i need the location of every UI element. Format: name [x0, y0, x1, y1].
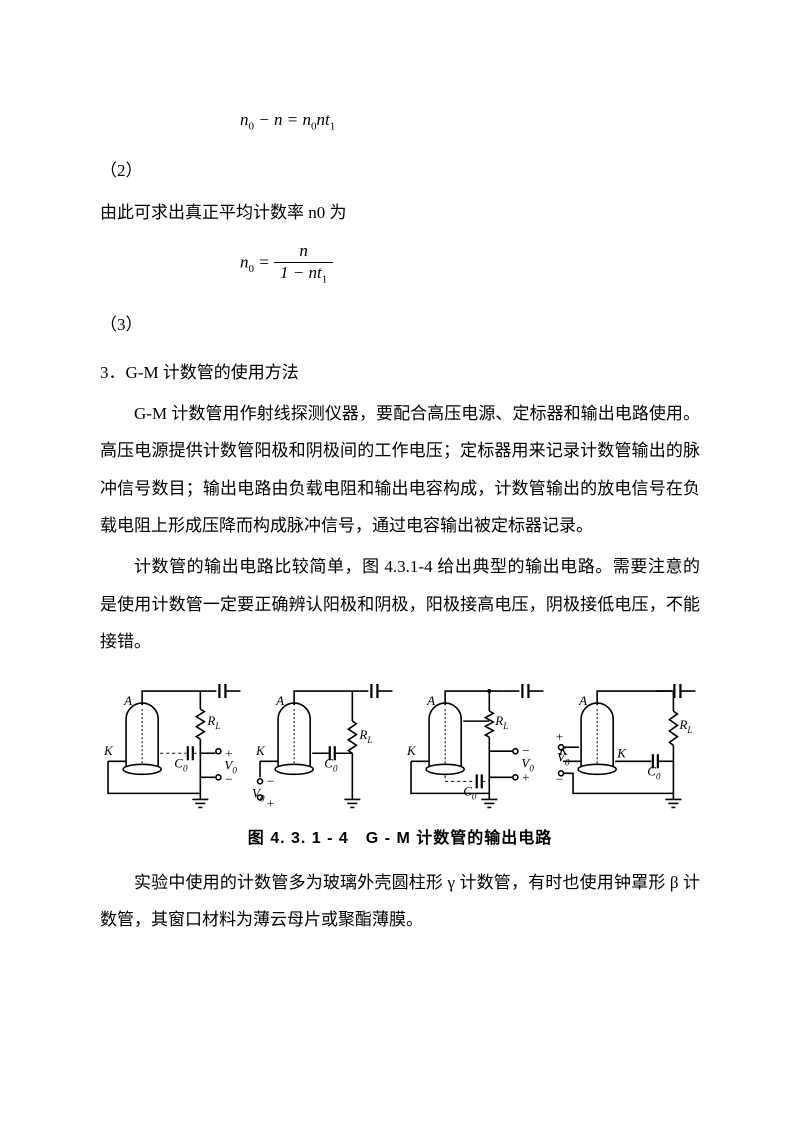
- svg-text:RL: RL: [678, 717, 692, 735]
- svg-text:A: A: [426, 693, 435, 708]
- circuit-diagram-3: AKRLC0−V0+: [403, 681, 549, 816]
- equation-1: n0 − n = n0nt1: [100, 110, 700, 132]
- eq1-eq: =: [282, 110, 302, 129]
- paragraph-1: G-M 计数管用作射线探测仪器，要配合高压电源、定标器和输出电路使用。高压电源提…: [100, 395, 700, 545]
- eq3-lhs: n: [240, 253, 249, 272]
- eq1-rhs-nt: nt: [316, 110, 329, 129]
- svg-text:V0: V0: [252, 785, 265, 803]
- svg-text:C0: C0: [174, 755, 188, 773]
- svg-text:A: A: [275, 693, 284, 708]
- circuit-diagram-4: AK+−V0RLC0K: [555, 681, 701, 816]
- equation-3-label: （3）: [100, 306, 700, 343]
- paragraph-2: 计数管的输出电路比较简单，图 4.3.1-4 给出典型的输出电路。需要注意的是使…: [100, 548, 700, 660]
- svg-text:RL: RL: [358, 727, 372, 745]
- svg-text:K: K: [103, 743, 114, 758]
- svg-text:C0: C0: [463, 783, 477, 801]
- equation-3: n0 = n 1 − nt1: [100, 241, 700, 286]
- svg-text:V0: V0: [557, 749, 570, 767]
- svg-text:RL: RL: [206, 713, 220, 731]
- svg-text:C0: C0: [647, 763, 661, 781]
- svg-text:A: A: [578, 693, 587, 708]
- svg-text:K: K: [406, 743, 417, 758]
- eq3-fraction: n 1 − nt1: [274, 241, 333, 286]
- figure-caption: 图 4. 3. 1 - 4 G - M 计数管的输出电路: [100, 824, 700, 848]
- equation-2-label: （2）: [100, 152, 700, 189]
- eq1-minus: −: [254, 110, 274, 129]
- figure-4-3-1-4: AKRLC0+V0− AKRLC0−+V0 AKRLC0−V0+ AK+−V0R…: [100, 681, 700, 816]
- circuit-diagram-1: AKRLC0+V0−: [100, 681, 246, 816]
- svg-text:K: K: [616, 745, 627, 760]
- svg-text:A: A: [123, 693, 132, 708]
- eq1-n0: n: [240, 110, 249, 129]
- eq1-rhs-n0: n: [302, 110, 311, 129]
- eq3-num: n: [274, 241, 333, 262]
- eq3-eq: =: [254, 253, 274, 272]
- eq3-den: 1 − nt1: [274, 263, 333, 287]
- svg-text:−: −: [266, 773, 275, 788]
- svg-text:K: K: [255, 743, 266, 758]
- sentence-n0: 由此可求出真正平均计数率 n0 为: [100, 194, 700, 231]
- heading-3: 3．G-M 计数管的使用方法: [100, 354, 700, 391]
- paragraph-3: 实验中使用的计数管多为玻璃外壳圆柱形 γ 计数管，有时也使用钟罩形 β 计数管，…: [100, 864, 700, 939]
- svg-text:+: +: [266, 795, 275, 810]
- svg-text:C0: C0: [324, 755, 338, 773]
- svg-text:−: −: [555, 771, 564, 786]
- svg-text:+: +: [521, 769, 530, 784]
- svg-text:−: −: [224, 771, 233, 786]
- svg-text:RL: RL: [494, 713, 508, 731]
- eq1-rhs-t-sub: 1: [330, 120, 336, 132]
- circuit-diagram-2: A K RL C0 − +V0: [252, 681, 398, 816]
- svg-text:+: +: [555, 729, 564, 744]
